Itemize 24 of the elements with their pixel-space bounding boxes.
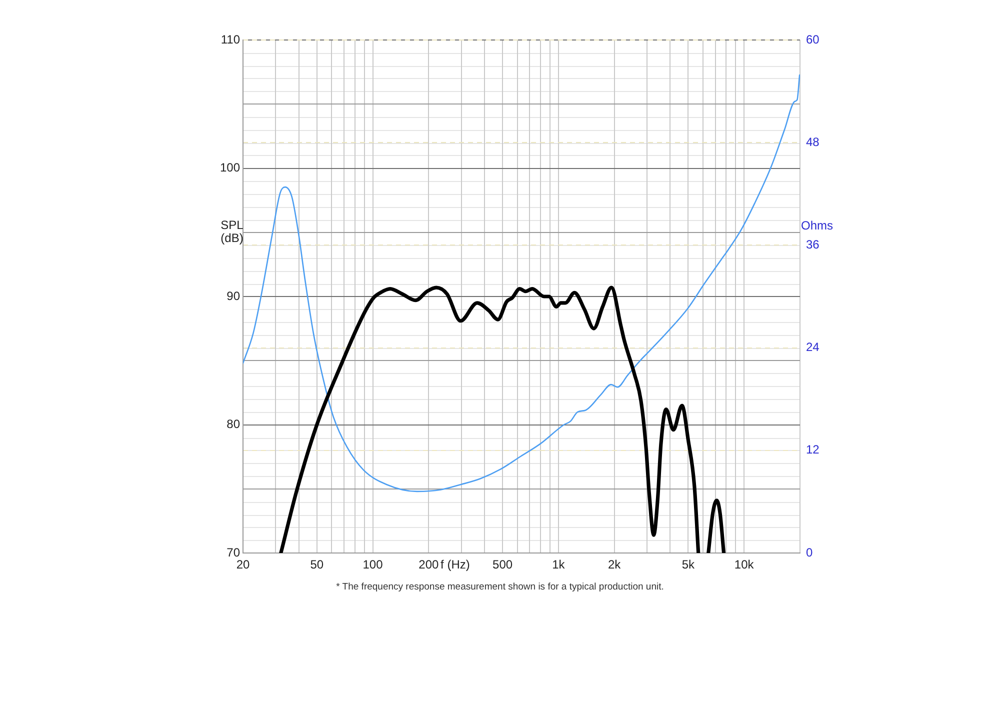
x-tick-label: 100	[362, 558, 384, 572]
x-tick-label: 20	[236, 558, 250, 572]
y2-tick-label: 24	[806, 340, 820, 354]
x-tick-label: 10k	[734, 558, 755, 572]
y-tick-label: 80	[226, 417, 240, 432]
y2-tick-label: 48	[806, 134, 820, 149]
y2-axis-title: Ohms	[801, 218, 834, 233]
y-tick-label: 110	[220, 32, 240, 46]
y-axis-title: SPL (dB)	[220, 218, 244, 246]
y2-tick-label: 36	[806, 238, 820, 252]
y2-tick-label: 60	[806, 32, 820, 46]
y2-tick-label: 12	[806, 442, 820, 457]
x-tick-label: 5k	[682, 558, 696, 572]
x-tick-label: 1k	[552, 558, 566, 572]
x-tick-label: 200	[418, 558, 439, 572]
x-tick-label: 2k	[608, 558, 622, 572]
y-tick-label: 100	[220, 160, 240, 175]
x-tick-label: 50	[310, 558, 324, 572]
text: * The frequency response measurement shown is for a typical production unit.	[336, 582, 664, 593]
y-tick-label: 90	[226, 288, 240, 303]
y2-tick-label: 0	[806, 545, 813, 560]
x-axis-title: f (Hz)	[440, 557, 470, 572]
x-tick-label: 500	[492, 558, 513, 572]
y-tick-label: 70	[226, 545, 240, 560]
